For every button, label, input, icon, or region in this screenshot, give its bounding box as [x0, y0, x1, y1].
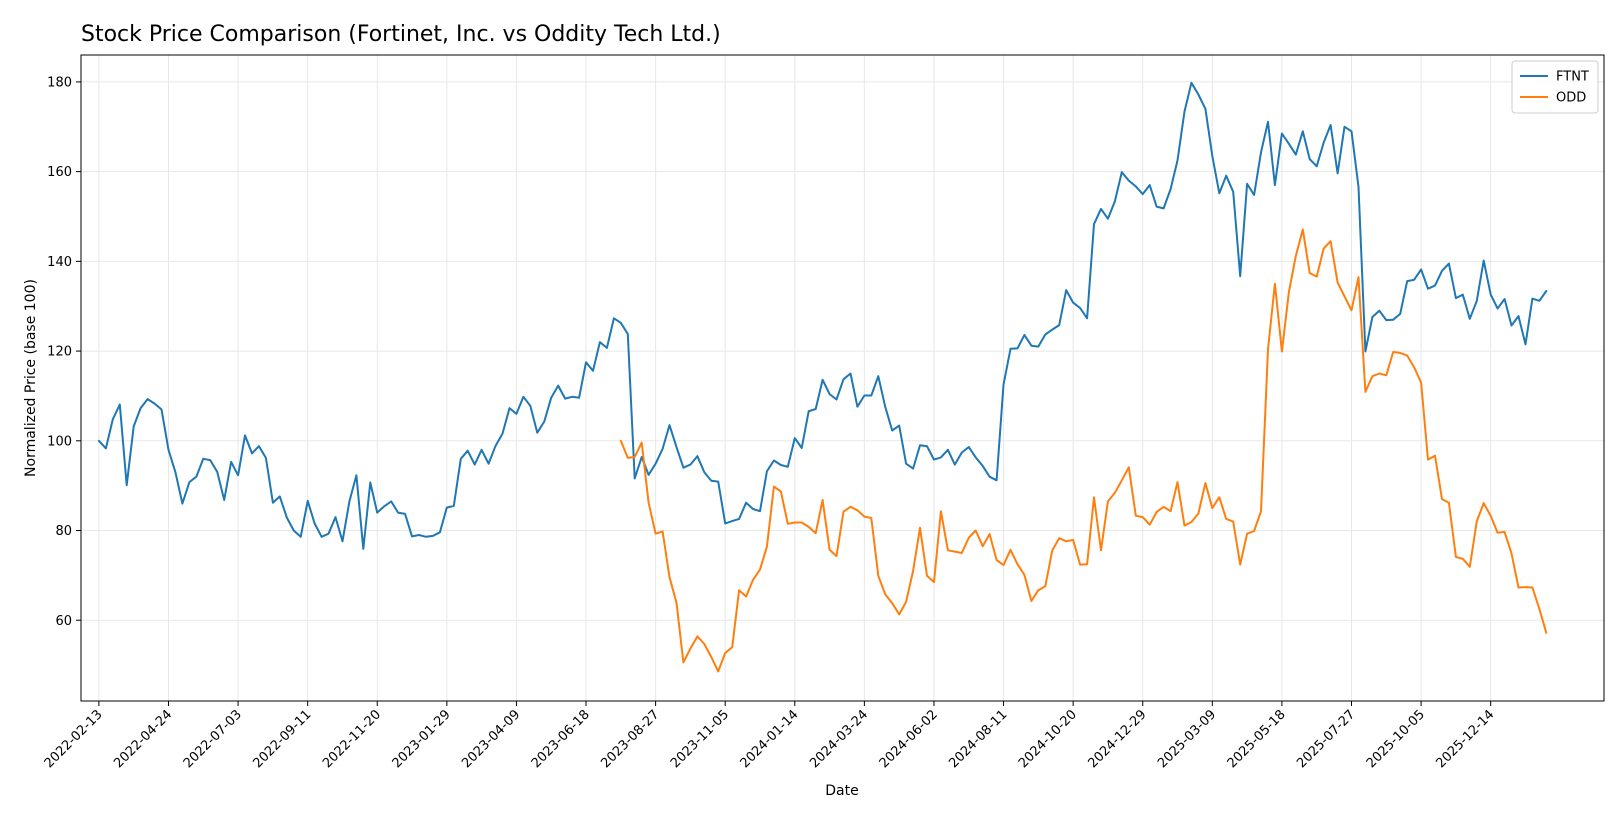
x-tick-label: 2022-11-20	[320, 707, 384, 771]
y-axis-label: Normalized Price (base 100)	[23, 279, 39, 477]
y-tick-label: 180	[47, 75, 72, 90]
series-line-odd	[619, 228, 1548, 673]
series-line-ftnt	[97, 81, 1548, 550]
y-tick-label: 140	[47, 255, 72, 270]
y-tick-label: 80	[55, 524, 72, 539]
x-axis-ticks: 2022-02-13 2022-04-24 2022-07-03 2022-09-11…	[42, 701, 1497, 771]
x-tick-label: 2024-06-02	[877, 707, 941, 771]
x-tick-label: 2025-10-05	[1364, 707, 1428, 771]
plot-area-frame	[80, 54, 1605, 702]
x-tick-label: 2025-05-18	[1225, 707, 1289, 771]
x-tick-label: 2024-01-14	[738, 707, 802, 771]
x-tick-label: 2023-06-18	[529, 707, 593, 771]
x-tick-label: 2025-07-27	[1294, 707, 1358, 771]
y-tick-label: 160	[47, 165, 72, 180]
x-tick-label: 2023-04-09	[459, 707, 523, 771]
x-tick-label: 2023-01-29	[390, 707, 454, 771]
chart-title: Stock Price Comparison (Fortinet, Inc. v…	[81, 22, 721, 47]
series-lines	[97, 81, 1548, 673]
grid	[81, 55, 1604, 701]
x-tick-label: 2022-04-24	[111, 707, 175, 771]
x-tick-label: 2022-07-03	[181, 707, 245, 771]
x-tick-label: 2022-09-11	[250, 707, 314, 771]
x-tick-label: 2023-08-27	[598, 707, 662, 771]
x-tick-label: 2024-08-11	[946, 707, 1010, 771]
x-axis-label: Date	[825, 783, 858, 799]
x-tick-label: 2025-12-14	[1433, 707, 1497, 771]
x-tick-label: 2024-03-24	[807, 707, 871, 771]
legend-box	[1511, 60, 1599, 114]
legend-label-ftnt: FTNT	[1556, 70, 1589, 85]
x-tick-label: 2023-11-05	[668, 707, 732, 771]
y-tick-label: 100	[47, 434, 72, 449]
x-tick-label: 2024-12-29	[1086, 707, 1150, 771]
x-tick-label: 2025-03-09	[1155, 707, 1219, 771]
legend-label-odd: ODD	[1556, 91, 1586, 106]
x-tick-label: 2024-10-20	[1016, 707, 1080, 771]
legend: FTNT ODD	[1511, 60, 1599, 114]
x-tick-label: 2022-02-13	[42, 707, 106, 771]
y-axis-ticks: 60 80 100 120 140 160 180	[47, 75, 81, 629]
y-tick-label: 120	[47, 345, 72, 360]
y-tick-label: 60	[55, 614, 72, 629]
